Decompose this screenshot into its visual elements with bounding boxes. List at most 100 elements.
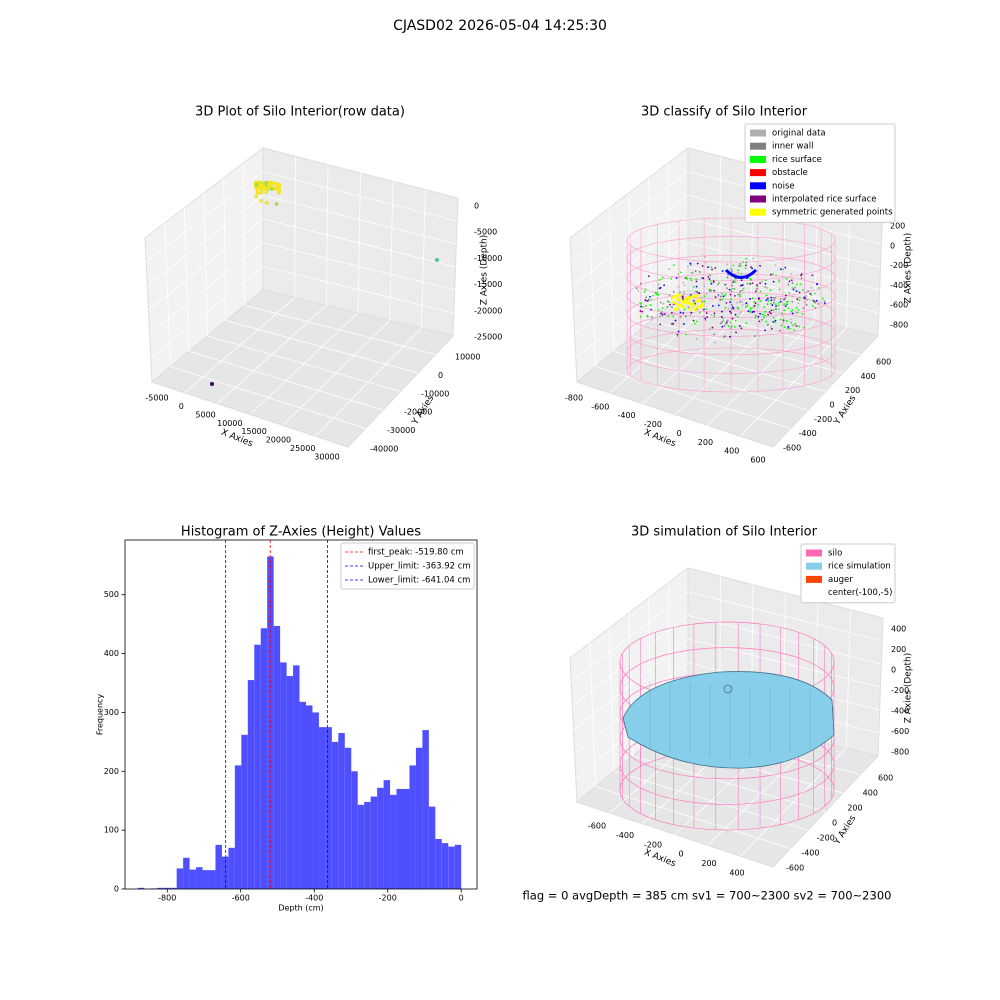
point-cloud	[708, 278, 711, 280]
point-cloud	[645, 296, 648, 299]
x-tick-label: 0	[179, 402, 184, 411]
point-cloud	[721, 320, 724, 323]
point-cloud	[750, 266, 752, 268]
bar	[176, 868, 184, 889]
point-cloud	[794, 310, 797, 313]
point-cloud	[641, 310, 644, 313]
point-cloud	[730, 304, 733, 306]
point-cloud	[740, 279, 743, 282]
point-cloud	[720, 292, 723, 295]
point-cloud	[267, 180, 271, 184]
y-tick-label: 0	[830, 401, 835, 410]
legend-label: rice surface	[772, 155, 822, 165]
point-cloud	[661, 307, 664, 310]
point-cloud	[805, 303, 808, 306]
point-cloud	[770, 312, 772, 315]
point-cloud	[676, 334, 679, 337]
point-cloud	[677, 273, 680, 276]
legend-label: first_peak: -519.80 cm	[368, 548, 464, 558]
point-cloud	[764, 282, 767, 285]
point-cloud	[811, 274, 814, 277]
point-cloud	[791, 286, 794, 289]
z-tick-label: -400	[891, 707, 909, 716]
point-cloud	[805, 295, 808, 297]
point-cloud	[681, 295, 684, 298]
point-cloud	[765, 294, 768, 297]
legend-label: Lower_limit: -641.04 cm	[368, 576, 470, 586]
bar	[286, 675, 294, 889]
point-cloud	[767, 323, 769, 326]
point-cloud	[666, 305, 669, 308]
point-cloud	[703, 308, 705, 311]
point-cloud	[723, 324, 726, 327]
legend-swatch	[750, 155, 766, 163]
point-cloud	[767, 313, 769, 316]
z-tick-label: -25000	[474, 333, 502, 342]
point-cloud	[707, 266, 709, 269]
point-cloud	[763, 316, 765, 319]
point-cloud	[264, 190, 269, 194]
point-cloud	[785, 277, 788, 280]
point-cloud	[704, 319, 707, 322]
point-cloud	[722, 317, 725, 320]
point-cloud	[802, 289, 804, 292]
x-tick-label: 400	[729, 869, 744, 878]
bar	[247, 680, 255, 889]
point-cloud	[751, 311, 754, 313]
point-cloud	[772, 309, 775, 312]
legend-label: rice simulation	[828, 562, 891, 572]
point-cloud	[640, 305, 642, 308]
legend-swatch	[750, 142, 766, 150]
x-axis-label: Depth (cm)	[278, 904, 323, 913]
point-cloud	[783, 309, 786, 312]
point-cloud	[738, 265, 740, 267]
point-cloud	[771, 304, 774, 306]
x-tick-label: -400	[616, 831, 634, 840]
point-cloud	[698, 271, 701, 273]
z-tick-label: -5000	[474, 228, 497, 237]
point-outlier	[210, 382, 214, 386]
point-cloud	[757, 315, 760, 318]
y-tick-label: 0	[832, 819, 837, 828]
x-tick-label: 200	[698, 438, 713, 447]
point-cloud	[690, 305, 694, 309]
point-cloud	[739, 284, 742, 287]
point-cloud	[656, 291, 659, 294]
point-cloud	[778, 279, 780, 281]
point-cloud	[729, 301, 732, 304]
bar	[318, 727, 326, 889]
point-cloud	[689, 264, 692, 266]
point-cloud	[790, 279, 793, 282]
point-cloud	[695, 285, 698, 288]
point-cloud	[792, 288, 795, 291]
point-cloud	[677, 294, 681, 298]
point-cloud	[795, 325, 798, 327]
point-cloud	[797, 309, 800, 311]
point-cloud	[692, 319, 695, 322]
point-cloud	[258, 191, 263, 195]
point-cloud	[254, 183, 259, 187]
x-tick-label: -800	[158, 894, 176, 903]
point-cloud	[672, 315, 675, 318]
point-cloud	[766, 303, 769, 306]
point-cloud	[793, 329, 795, 331]
point-cloud	[690, 272, 693, 274]
point-cloud	[269, 187, 274, 191]
point-cloud	[704, 255, 707, 258]
point-cloud	[679, 271, 682, 274]
point-cloud	[639, 315, 642, 318]
x-tick-label: -400	[305, 894, 323, 903]
point-cloud	[737, 315, 739, 318]
point-cloud	[769, 273, 772, 276]
point-cloud	[770, 302, 772, 305]
point-cloud	[711, 326, 714, 329]
point-cloud	[703, 300, 706, 303]
point-cloud	[732, 281, 734, 284]
point-cloud	[675, 277, 678, 279]
point-cloud	[257, 180, 261, 184]
point-cloud	[773, 299, 776, 302]
point-cloud	[640, 302, 643, 305]
point-cloud	[731, 284, 734, 287]
y-tick-label: -20000	[404, 408, 432, 417]
point-cloud	[683, 308, 686, 311]
